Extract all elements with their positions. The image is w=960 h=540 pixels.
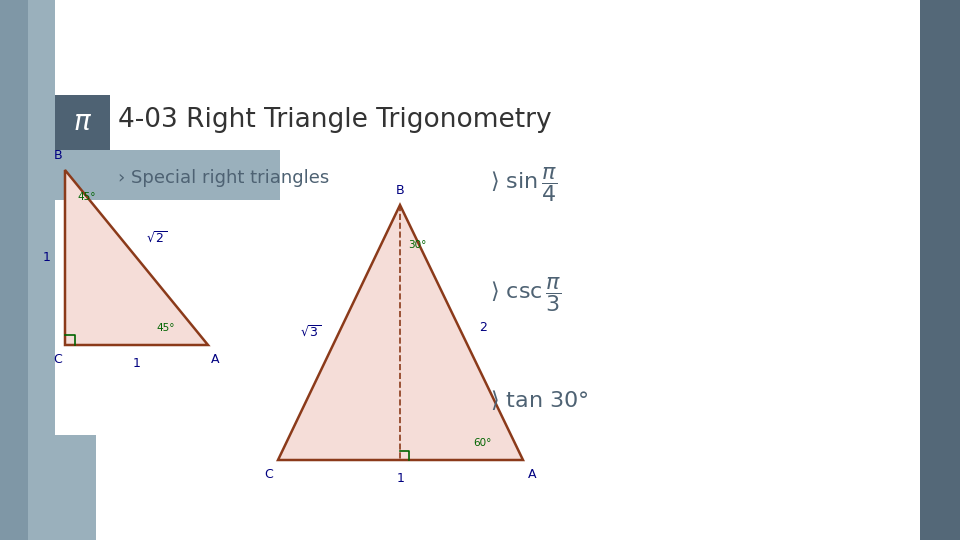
Text: 2: 2: [479, 321, 488, 334]
Bar: [28, 435, 96, 540]
Text: 1: 1: [132, 357, 140, 370]
Bar: [55, 95, 110, 150]
Text: $\sqrt{2}$: $\sqrt{2}$: [147, 231, 168, 246]
Text: › Special right triangles: › Special right triangles: [118, 169, 329, 187]
Bar: [28, 0, 55, 540]
Text: A: A: [528, 468, 537, 481]
Bar: [0, 435, 28, 540]
Polygon shape: [278, 205, 523, 460]
Bar: [0, 0, 28, 540]
Text: C: C: [264, 468, 273, 481]
Text: 45°: 45°: [156, 323, 175, 333]
Text: 30°: 30°: [408, 240, 426, 250]
Text: 60°: 60°: [473, 438, 492, 448]
Text: 45°: 45°: [77, 192, 95, 202]
Text: 1: 1: [43, 251, 51, 264]
Text: $\pi$: $\pi$: [73, 109, 92, 137]
Text: 4-03 Right Triangle Trigonometry: 4-03 Right Triangle Trigonometry: [118, 107, 552, 133]
Text: 1: 1: [396, 472, 404, 485]
Text: B: B: [54, 149, 62, 162]
Text: B: B: [396, 184, 404, 197]
Bar: [920, 0, 960, 540]
Bar: [55, 150, 280, 200]
Text: A: A: [211, 353, 220, 366]
Text: $\sqrt{3}$: $\sqrt{3}$: [300, 325, 321, 340]
Text: $\mathsf{\rangle}\ \tan\,30°$: $\mathsf{\rangle}\ \tan\,30°$: [490, 388, 588, 412]
Text: $\mathsf{\rangle}\ \sin\dfrac{\pi}{4}$: $\mathsf{\rangle}\ \sin\dfrac{\pi}{4}$: [490, 166, 558, 205]
Text: $\mathsf{\rangle}\ \csc\dfrac{\pi}{3}$: $\mathsf{\rangle}\ \csc\dfrac{\pi}{3}$: [490, 275, 562, 314]
Text: C: C: [53, 353, 62, 366]
Polygon shape: [65, 170, 208, 345]
